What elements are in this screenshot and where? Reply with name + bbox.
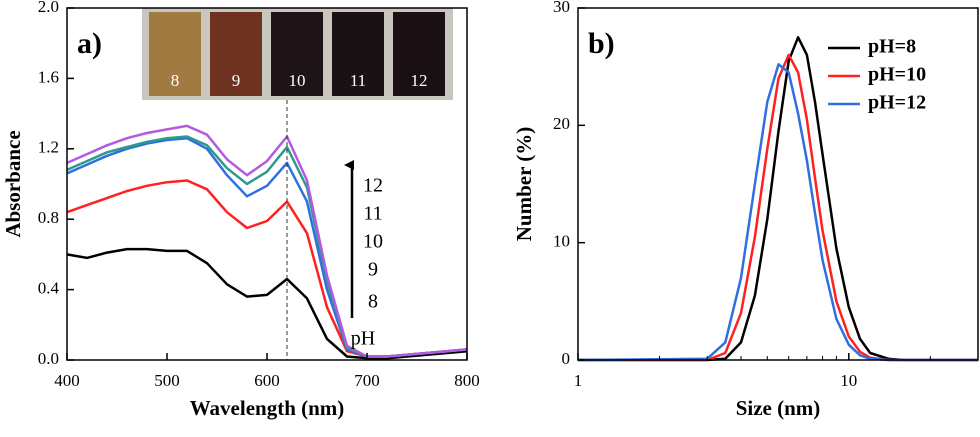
y-tick-label: 0.0 [38,349,59,368]
x-tick-label: 10 [840,371,857,390]
inset-tile [393,12,445,96]
y-tick-label: 20 [553,114,570,133]
annotation: 11 [363,203,382,225]
inset-label: 9 [232,71,241,90]
data-line [66,179,468,358]
annotation: pH [351,328,375,350]
annotation: 9 [368,259,378,281]
inset-tile [332,12,384,96]
x-tick-label: 1 [574,371,583,390]
annotation: 12 [363,175,383,197]
legend-label: pH=8 [868,36,916,58]
inset-label: 8 [171,71,180,90]
data-line [66,247,468,360]
y-tick-label: 0.4 [38,279,60,298]
y-tick-label: 30 [553,0,570,16]
x-axis-label: Wavelength (nm) [190,396,345,420]
panel-label: a) [77,27,102,60]
data-line [578,36,978,362]
inset-label: 10 [289,71,306,90]
y-axis-label: Absorbance [1,130,25,237]
annotation: 10 [363,231,383,253]
x-tick-label: 600 [254,371,280,390]
inset-tile [271,12,323,96]
inset-tile [149,12,201,96]
data-line [66,135,468,358]
y-tick-label: 1.2 [38,138,59,157]
y-tick-label: 0 [562,349,571,368]
inset-label: 11 [350,71,366,90]
y-axis-label: Number (%) [512,127,536,242]
x-tick-label: 500 [154,371,180,390]
inset-label: 12 [411,71,428,90]
annotation: 8 [368,291,378,313]
data-line [66,124,468,358]
x-axis-label: Size (nm) [736,396,821,420]
inset-tile [210,12,262,96]
y-tick-label: 2.0 [38,0,59,16]
legend-label: pH=10 [868,64,926,86]
y-tick-label: 1.6 [38,67,59,86]
y-tick-label: 10 [553,232,570,251]
legend-label: pH=12 [868,92,926,114]
plot-frame [577,7,979,361]
y-tick-label: 0.8 [38,208,59,227]
x-tick-label: 700 [354,371,380,390]
x-tick-label: 800 [454,371,480,390]
panel-label: b) [588,27,615,60]
x-tick-label: 400 [54,371,80,390]
